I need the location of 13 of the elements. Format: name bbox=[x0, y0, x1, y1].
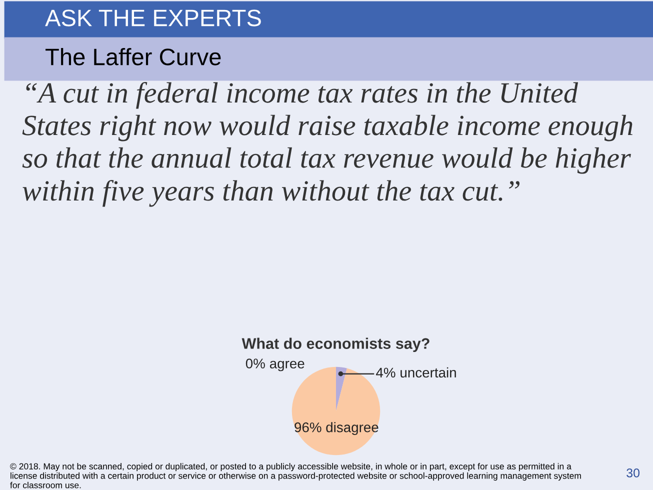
data-label: 4% bbox=[376, 368, 396, 378]
text: © 2018. May not be scanned, copied or duplicated, or posted to a publicly accessible website, in whole or in part, except for use as permitted in a license distributed with a certain product or service or otherwise on a password-protected website or school-approved learning management system for classroom use. bbox=[10, 463, 581, 488]
text: ASK THE EXPERTS bbox=[45, 10, 261, 26]
chart-title: What do economists say? bbox=[242, 338, 430, 352]
pie-slice bbox=[336, 366, 347, 412]
data-label: 96% bbox=[294, 422, 322, 432]
text: 0% bbox=[246, 358, 265, 368]
slice-label: uncertain bbox=[400, 367, 456, 378]
category-label: agree bbox=[270, 360, 304, 372]
text: The Laffer Curve bbox=[46, 48, 221, 66]
text: 30 bbox=[626, 468, 640, 478]
slice-label: disagree bbox=[326, 422, 378, 436]
text: “A cut in federal income tax rates in the United States right now would raise taxable income enough so that the annual total tax revenue would be higher within five years than without the tax cut.” bbox=[22, 82, 632, 207]
